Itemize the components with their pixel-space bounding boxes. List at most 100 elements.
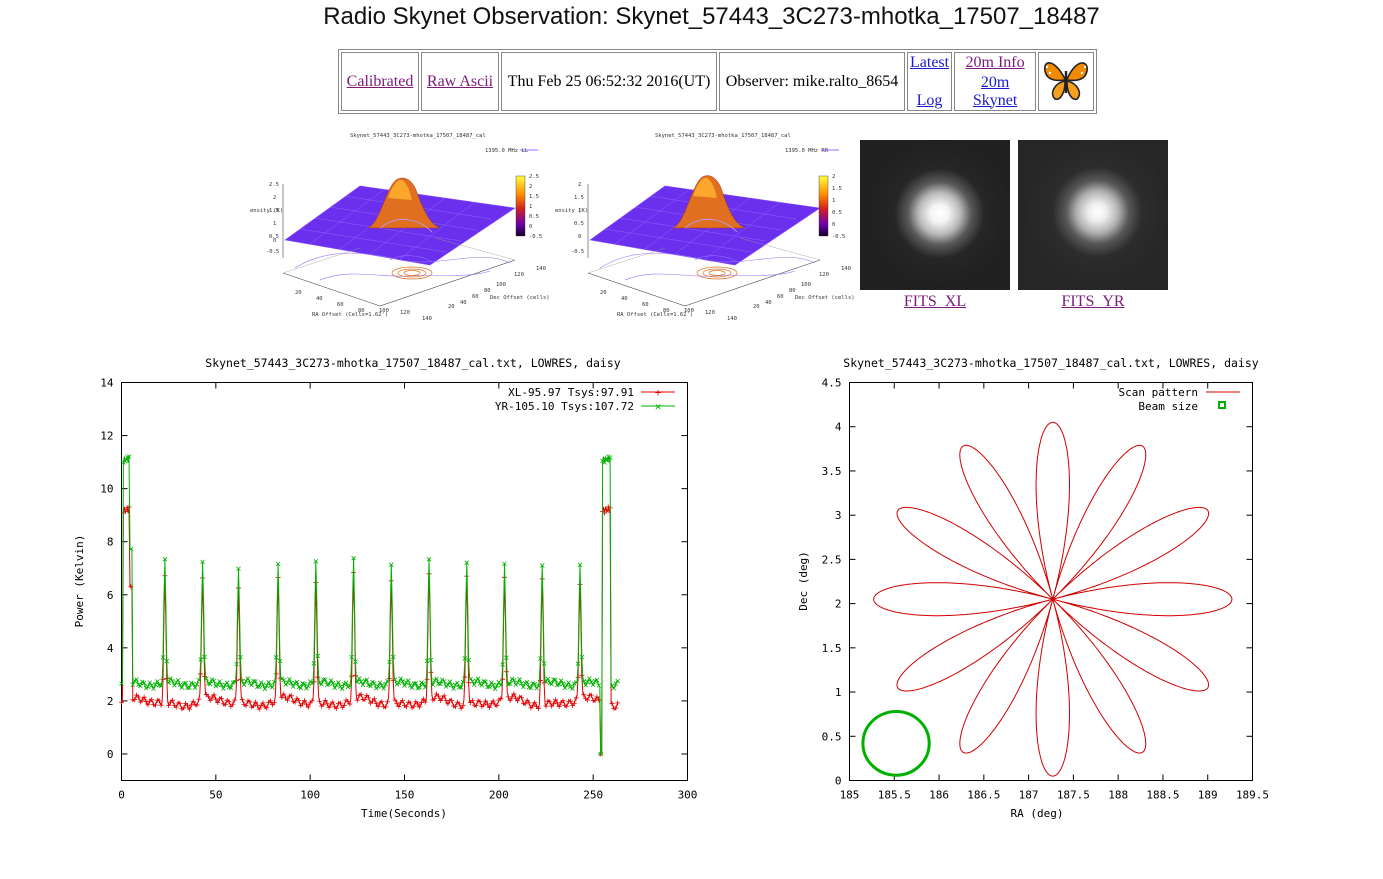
x-tick-label: 186 bbox=[929, 789, 949, 802]
x-tick-label: 150 bbox=[395, 789, 415, 802]
fits-xl-image[interactable] bbox=[860, 140, 1010, 290]
power-point bbox=[239, 678, 245, 684]
power-point bbox=[349, 673, 355, 679]
power-point bbox=[119, 699, 124, 705]
power-point bbox=[128, 584, 134, 590]
power-point bbox=[160, 677, 166, 683]
power-point bbox=[281, 677, 287, 683]
power-point bbox=[230, 701, 236, 707]
power-point bbox=[207, 697, 213, 703]
power-point bbox=[272, 679, 277, 685]
x-tick-label: 188 bbox=[1108, 789, 1128, 802]
power-point bbox=[243, 678, 249, 684]
svg-text:40: 40 bbox=[460, 300, 467, 306]
power-point bbox=[353, 659, 358, 664]
power-point bbox=[468, 676, 473, 682]
scan-pattern-chart[interactable]: Skynet_57443_3C273-mhotka_17507_18487_ca… bbox=[790, 350, 1290, 830]
nav-cell-20m: 20m Info 20m Skynet bbox=[954, 52, 1037, 111]
log-link[interactable]: Log bbox=[916, 91, 943, 109]
power-point bbox=[500, 662, 505, 667]
power-point bbox=[358, 679, 364, 685]
power-point bbox=[149, 683, 154, 688]
raw-ascii-link[interactable]: Raw Ascii bbox=[426, 72, 494, 90]
thumb-rr-colorbar bbox=[818, 175, 829, 237]
power-point bbox=[428, 657, 434, 663]
power-point bbox=[418, 700, 424, 706]
calibrated-link[interactable]: Calibrated bbox=[346, 72, 414, 90]
info-20m-link[interactable]: 20m Info bbox=[965, 53, 1025, 71]
power-point bbox=[181, 705, 187, 711]
observer-cell: Observer: mike.ralto_8654 bbox=[719, 52, 905, 111]
power-point bbox=[296, 698, 302, 704]
power-point bbox=[564, 703, 570, 709]
power-point bbox=[532, 700, 538, 706]
power-point bbox=[524, 679, 530, 685]
power-point bbox=[500, 676, 506, 682]
y-tick-label: 14 bbox=[100, 377, 114, 390]
power-point bbox=[190, 698, 196, 704]
power-point bbox=[255, 684, 260, 690]
power-point bbox=[232, 679, 237, 685]
power-point bbox=[375, 704, 381, 710]
power-point bbox=[445, 701, 451, 707]
power-point bbox=[294, 679, 300, 685]
power-point bbox=[560, 698, 566, 704]
power-point bbox=[535, 706, 541, 712]
power-point bbox=[352, 672, 358, 678]
power-point bbox=[396, 703, 402, 709]
power-point bbox=[368, 683, 373, 689]
power-point bbox=[417, 704, 423, 710]
power-point bbox=[300, 701, 306, 707]
power-point bbox=[543, 679, 549, 684]
power-point bbox=[536, 683, 541, 688]
power-point bbox=[138, 683, 143, 689]
surface-plot-rr[interactable]: Skynet_57443_3C273-mhotka_17507_18487_ca… bbox=[555, 128, 855, 323]
power-point bbox=[149, 697, 155, 703]
svg-text:-0.5: -0.5 bbox=[832, 234, 845, 240]
fits-yr-link[interactable]: FITS_YR bbox=[1061, 293, 1125, 310]
svg-text:120: 120 bbox=[400, 310, 410, 316]
power-point bbox=[385, 699, 391, 705]
power-point bbox=[394, 700, 400, 706]
svg-text:80: 80 bbox=[484, 288, 491, 294]
power-point bbox=[130, 682, 136, 688]
power-point bbox=[598, 751, 603, 757]
power-x-axis-label: Time(Seconds) bbox=[361, 807, 447, 820]
scan-chart-ticks: 185 185.5 186 186.5 187 187.5 188 188.5 189 189.5… bbox=[822, 377, 1269, 802]
power-point bbox=[456, 701, 462, 707]
power-point bbox=[281, 691, 287, 697]
scan-pattern-line bbox=[873, 421, 1233, 777]
svg-text:20: 20 bbox=[448, 304, 455, 310]
power-point bbox=[232, 697, 238, 703]
fits-xl-link[interactable]: FITS_XL bbox=[903, 293, 967, 310]
power-y-axis-label: Power (Kelvin) bbox=[73, 535, 86, 628]
power-point bbox=[413, 681, 419, 686]
fits-yr-image[interactable] bbox=[1018, 140, 1168, 290]
svg-text:2.5: 2.5 bbox=[269, 182, 279, 188]
thumb-ll-legend: 1395.0 MHz LL bbox=[485, 148, 529, 154]
svg-text:120: 120 bbox=[819, 272, 829, 278]
svg-text:0.5: 0.5 bbox=[574, 221, 584, 227]
power-point bbox=[222, 702, 228, 708]
power-point bbox=[328, 678, 334, 683]
surface-plot-ll[interactable]: Skynet_57443_3C273-mhotka_17507_18487_ca… bbox=[250, 128, 550, 323]
power-point bbox=[383, 681, 388, 687]
power-point bbox=[313, 559, 319, 564]
power-point bbox=[383, 704, 389, 710]
latest-link[interactable]: Latest bbox=[910, 53, 950, 71]
scan-y-axis-label: Dec (deg) bbox=[797, 551, 810, 611]
svg-text:0: 0 bbox=[529, 224, 532, 230]
power-time-chart[interactable]: Skynet_57443_3C273-mhotka_17507_18487_ca… bbox=[60, 350, 710, 830]
svg-text:100: 100 bbox=[379, 308, 389, 314]
svg-text:1: 1 bbox=[273, 221, 276, 227]
power-point bbox=[613, 705, 619, 711]
power-point bbox=[134, 677, 139, 682]
legend-beam-marker bbox=[1218, 401, 1226, 409]
butterfly-logo[interactable] bbox=[1041, 53, 1091, 105]
x-tick-label: 200 bbox=[489, 789, 509, 802]
svg-text:1.5: 1.5 bbox=[269, 208, 279, 214]
power-point bbox=[464, 560, 470, 565]
power-point bbox=[145, 684, 151, 689]
skynet-20m-link[interactable]: 20m Skynet bbox=[972, 73, 1018, 109]
legend-yr-marker: × bbox=[655, 400, 662, 413]
